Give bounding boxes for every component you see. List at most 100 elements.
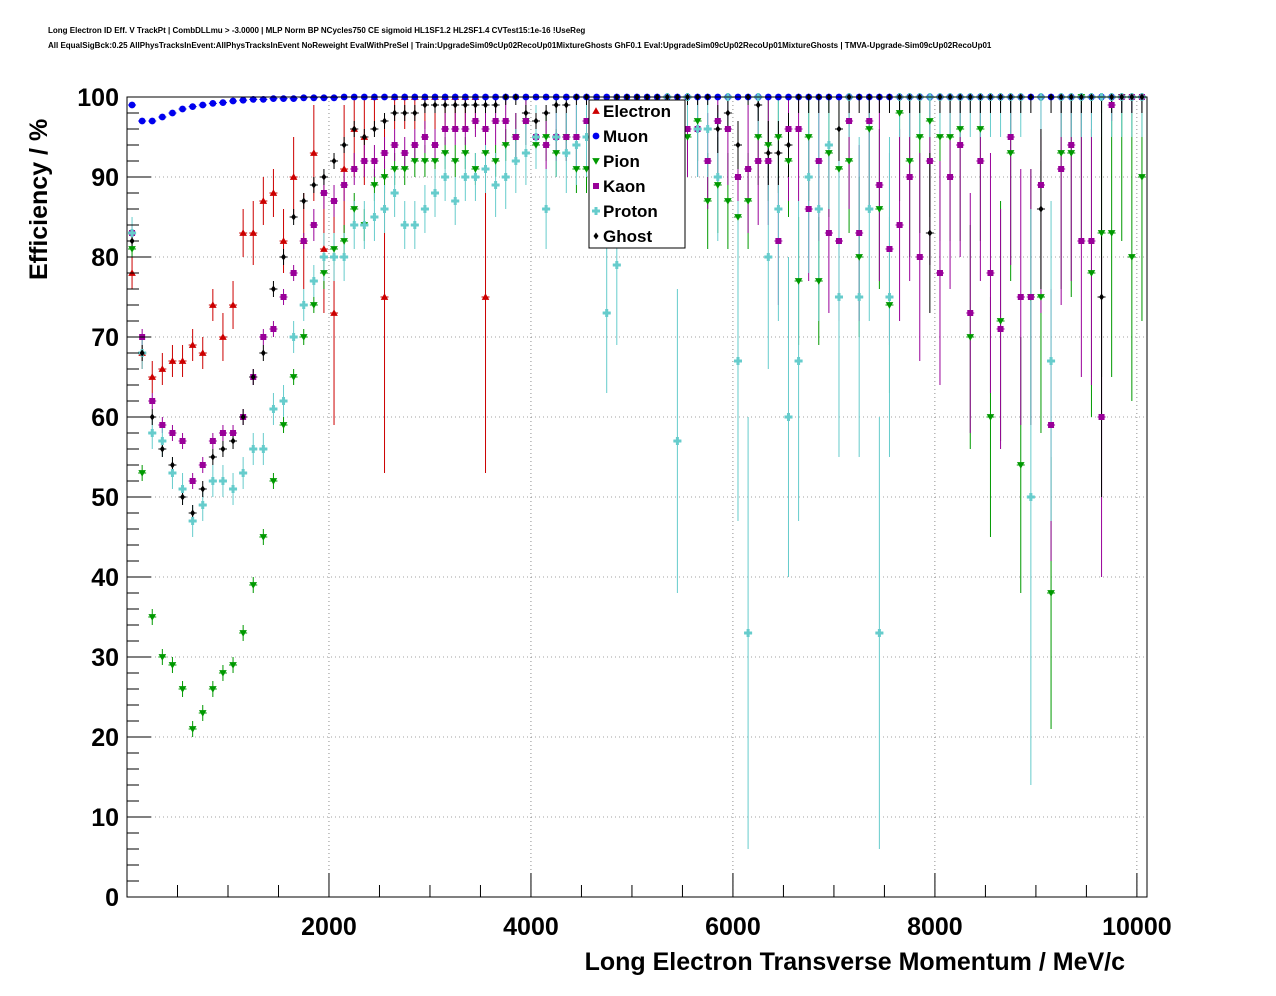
kaon-point <box>169 430 176 436</box>
proton-point <box>269 405 278 413</box>
proton-point <box>794 357 803 365</box>
proton-point <box>279 397 288 405</box>
muon-point <box>169 109 176 117</box>
kaon-point <box>1048 422 1055 428</box>
ghost-point <box>735 141 741 149</box>
proton-point <box>713 173 722 181</box>
electron-point <box>168 357 177 364</box>
legend: Electron Muon Pion Kaon Proton Ghost <box>588 99 686 249</box>
legend-proton-marker <box>592 207 600 215</box>
legend-ghost-marker <box>593 232 599 240</box>
electron-point <box>188 341 197 348</box>
proton-point <box>340 253 349 261</box>
electron-point <box>239 229 247 236</box>
kaon-point <box>846 118 853 124</box>
legend-kaon-marker <box>593 183 599 189</box>
kaon-point <box>906 174 913 180</box>
kaon-point <box>199 462 206 468</box>
pion-point <box>532 142 540 149</box>
proton-point <box>733 357 742 365</box>
ghost-point <box>553 101 559 109</box>
ghost-point <box>432 101 438 109</box>
proton-point <box>875 629 884 637</box>
proton-point <box>562 149 571 157</box>
legend-pion-label: Pion <box>603 152 640 171</box>
proton-point <box>148 429 157 437</box>
kaon-point <box>795 126 802 132</box>
pion-point <box>895 110 904 117</box>
y-tick-label: 50 <box>91 484 119 512</box>
ghost-point <box>462 101 468 109</box>
pion-point <box>915 134 924 141</box>
kaon-error-bar <box>875 97 884 281</box>
pion-point <box>451 158 460 165</box>
y-tick-label: 100 <box>77 84 119 112</box>
ghost-point <box>422 101 428 109</box>
proton-point <box>552 133 561 141</box>
pion-point <box>330 246 338 253</box>
pion-point <box>380 174 389 181</box>
proton-point <box>330 253 339 261</box>
muon-point <box>199 101 207 109</box>
kaon-point <box>1058 166 1065 172</box>
kaon-point <box>149 398 156 404</box>
pion-point <box>299 334 308 341</box>
electron-point <box>310 149 318 156</box>
muon-point <box>128 101 136 109</box>
electron-point <box>289 173 298 180</box>
kaon-point <box>734 174 741 180</box>
proton-point <box>582 133 591 141</box>
pion-point <box>552 150 561 157</box>
legend-proton-label: Proton <box>603 202 658 221</box>
proton-point <box>744 629 753 637</box>
kaon-point <box>704 158 711 164</box>
ghost-point <box>311 181 317 189</box>
proton-point <box>410 221 419 229</box>
chart-title-line1: Long Electron ID Eff. V TrackPt | CombDL… <box>48 26 586 35</box>
pion-point <box>855 254 863 261</box>
x-tick-label: 6000 <box>705 913 761 941</box>
ghost-point <box>301 197 307 205</box>
muon-point <box>270 95 277 102</box>
muon-point <box>320 94 328 102</box>
kaon-point <box>341 182 348 188</box>
ghost-point <box>715 125 721 133</box>
proton-error-bar <box>804 97 813 273</box>
pion-point <box>501 142 510 149</box>
pion-point <box>421 158 429 165</box>
kaon-point <box>1078 238 1085 244</box>
ghost-point <box>543 109 549 117</box>
pion-point <box>431 158 439 165</box>
kaon-point <box>432 142 439 148</box>
kaon-point <box>573 134 580 140</box>
kaon-point <box>765 158 772 164</box>
x-tick-label: 2000 <box>301 913 357 941</box>
muon-point <box>179 105 186 113</box>
pion-point <box>1067 150 1076 157</box>
pion-point <box>1097 230 1106 237</box>
kaon-point <box>785 126 792 132</box>
proton-point <box>491 181 500 189</box>
electron-point <box>148 373 157 380</box>
ghost-point <box>483 101 489 109</box>
proton-point <box>390 189 399 197</box>
electron-point <box>229 301 237 308</box>
pion-point <box>764 142 773 149</box>
kaon-point <box>957 142 964 148</box>
ghost-point <box>281 253 287 261</box>
electron-point <box>158 365 167 372</box>
proton-point <box>431 189 440 197</box>
pion-point <box>411 158 419 165</box>
proton-point <box>764 253 773 261</box>
pion-point <box>825 150 833 157</box>
electron-point <box>330 309 338 316</box>
legend-box <box>588 99 686 249</box>
muon-point <box>239 96 247 104</box>
pion-point <box>168 662 177 669</box>
muon-point <box>158 113 166 121</box>
kaon-point <box>462 126 469 132</box>
ghost-point <box>371 125 377 133</box>
y-tick-labels: 0 10 20 30 40 50 60 70 80 90 100 <box>77 84 119 912</box>
kaon-point <box>310 222 317 228</box>
proton-point <box>239 469 248 477</box>
